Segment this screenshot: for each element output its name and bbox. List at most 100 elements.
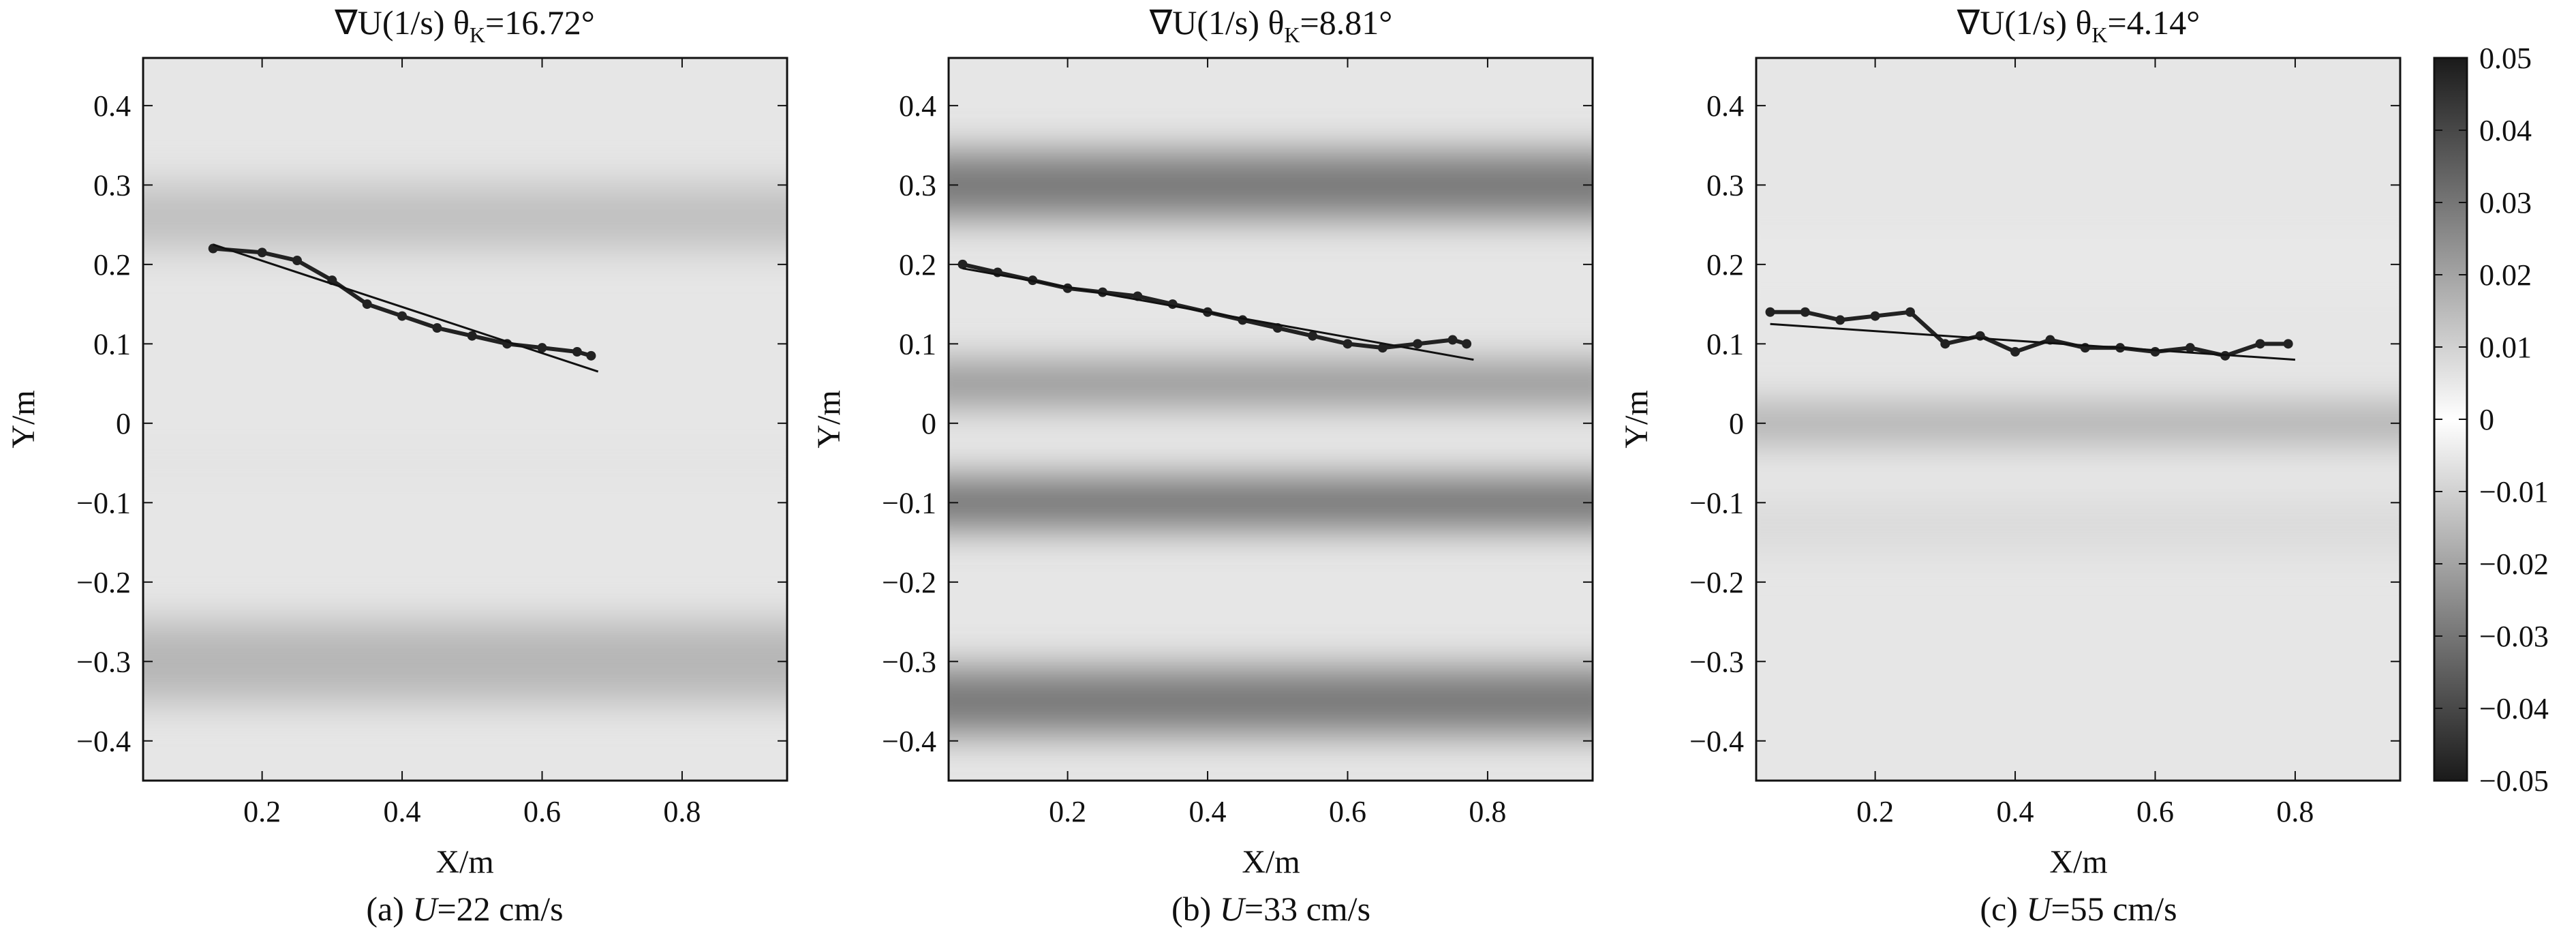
panel-b-ytick-label: −0.1	[882, 486, 936, 519]
panel-c-interface-point	[2150, 346, 2160, 357]
panel-b-ytick-label: 0.4	[899, 89, 936, 123]
panel-c-ylabel: Y/m	[1619, 390, 1655, 448]
panel-c-xlabel: X/m	[2049, 844, 2107, 880]
panel-a-ytick-label: −0.2	[76, 566, 131, 599]
panel-c-xtick-label: 0.4	[1997, 795, 2034, 828]
panel-c-band	[1756, 502, 2400, 551]
panel-a-plot-area	[143, 58, 787, 781]
colorbar-tick-label: 0.03	[2479, 186, 2532, 220]
panel-b-xlabel: X/m	[1242, 844, 1300, 880]
panel-c-ytick-label: 0.1	[1706, 327, 1744, 361]
panel-b-band	[949, 669, 1593, 734]
panel-b-ylabel: Y/m	[811, 390, 847, 448]
panel-a-interface-line	[213, 246, 592, 358]
panel-c-interface-point	[2283, 339, 2293, 349]
panel-c-interface-point	[1765, 307, 1775, 317]
panel-a: ∇U(1/s) θK=16.72° 0.2 0.4 0.6 0.80.40.30.20…	[5, 3, 788, 928]
panel-b-axes: 0.2 0.4 0.6 0.8 0.4 0.3 0.2 0.1 0 −0.1 −0.2 −0.3 −0.…	[882, 58, 1593, 828]
panel-b-xtick-label: 0.8	[1469, 795, 1506, 828]
colorbar-ticks: 0.05 0.04 0.03 0.02 0.01 0 −0.01 −0.02 −0.03 −0.0…	[2434, 42, 2549, 798]
panel-b-ytick-label: 0.2	[899, 248, 936, 282]
panel-c-ytick-label: 0.4	[1706, 89, 1744, 123]
panel-a-ytick-label: 0.3	[93, 168, 131, 202]
panel-b-xtick-label: 0.2	[1049, 795, 1086, 828]
panel-c-interface-point	[1870, 311, 1880, 321]
panel-a-interface-point	[397, 311, 408, 321]
panel-b-xtick-label: 0.6	[1329, 795, 1366, 828]
panel-c-interface-point	[2255, 339, 2265, 349]
panel-a-marks	[208, 243, 599, 373]
panel-c-ytick-label: 0.2	[1706, 248, 1744, 282]
panel-a-xtick-label: 0.8	[663, 795, 701, 828]
panel-a-interface-point	[572, 346, 582, 357]
panel-c-plot-area	[1756, 58, 2400, 781]
panel-c: ∇U(1/s) θK=4.14° 0.2 0.4 0.6 0.80.40.30.20.…	[1619, 3, 2402, 928]
panel-a-xtick-label: 0.4	[384, 795, 421, 828]
panel-b-frame	[947, 57, 1594, 782]
panel-a-xtick-label: 0.2	[243, 795, 281, 828]
panel-a-gradient-bands	[143, 185, 787, 702]
panel-b-interface-point	[1308, 331, 1318, 341]
panel-b-band	[949, 479, 1593, 527]
panel-a-ytick-label: 0.1	[93, 327, 131, 361]
panel-a-band	[143, 185, 787, 249]
panel-c-ytick-label: −0.1	[1689, 486, 1744, 519]
panel-b-fit-line	[962, 267, 1474, 361]
panel-c-gradient-bands	[1756, 232, 2400, 551]
panel-c-ytick-label: 0	[1729, 407, 1744, 440]
panel-c-marks	[1765, 307, 2296, 361]
panel-c-interface-point	[1940, 339, 1950, 349]
panel-b-gradient-bands	[949, 153, 1593, 734]
panel-c-ytick-label: −0.3	[1689, 645, 1744, 678]
colorbar-tick-label: 0.01	[2479, 331, 2532, 364]
colorbar-tick-label: 0	[2479, 403, 2494, 436]
panel-c-axes: 0.2 0.4 0.6 0.8 0.4 0.3 0.2 0.1 0 −0.1 −0.2 −0.3 −0.…	[1689, 58, 2400, 828]
panel-c-ytick-label: −0.4	[1689, 725, 1744, 758]
panel-b-ytick-label: 0.1	[899, 327, 936, 361]
panel-c-interface-point	[1835, 315, 1845, 325]
panel-a-ytick-label: −0.3	[76, 645, 131, 678]
panel-b-plot-area	[949, 58, 1593, 781]
panel-a-interface-point	[586, 350, 596, 361]
panel-c-interface-point	[1905, 307, 1915, 317]
panel-b-interface-point	[1447, 335, 1458, 345]
panel-a-xtick-label: 0.6	[523, 795, 561, 828]
panel-c-interface-point	[1800, 307, 1810, 317]
panel-c-xtick-label: 0.2	[1856, 795, 1894, 828]
colorbar-tick-label: 0.05	[2479, 42, 2532, 75]
panel-b-interface-point	[957, 259, 968, 269]
panel-b-marks	[957, 259, 1474, 361]
panel-a-interface-point	[257, 247, 267, 258]
panel-b-ytick-label: 0	[921, 407, 936, 440]
panel-b-interface-point	[1413, 339, 1423, 349]
panel-c-frame	[1755, 57, 2402, 782]
panel-c-interface-line	[1770, 310, 2288, 358]
panel-a-ytick-label: −0.4	[76, 725, 131, 758]
panel-b-band	[949, 153, 1593, 217]
colorbar-tick-label: −0.04	[2479, 692, 2549, 725]
panel-c-fit-line	[1770, 322, 2296, 361]
panel-a-interface-point	[467, 331, 477, 341]
panel-b-ytick-label: −0.3	[882, 645, 936, 678]
panel-b: ∇U(1/s) θK=8.81° 0.2 0.4 0.6 0.80.40.30.20.…	[811, 3, 1594, 928]
colorbar-tick-label: −0.01	[2479, 475, 2549, 509]
panel-a-band	[143, 439, 787, 487]
panel-b-band	[949, 363, 1593, 404]
panel-c-band	[1756, 232, 2400, 297]
panel-b-ytick-label: −0.2	[882, 566, 936, 599]
panel-b-xtick-label: 0.4	[1189, 795, 1227, 828]
panel-b-interface-point	[1462, 339, 1472, 349]
panel-a-ytick-label: 0.2	[93, 248, 131, 282]
panel-b-ytick-label: 0.3	[899, 168, 936, 202]
panel-a-frame	[142, 57, 788, 782]
panel-c-ytick-label: 0.3	[1706, 168, 1744, 202]
panel-a-title: ∇U(1/s) θK=16.72°	[334, 3, 594, 47]
panel-c-xtick-label: 0.6	[2136, 795, 2174, 828]
panel-b-caption: (b) U=33 cm/s	[1171, 890, 1370, 928]
panel-b-ytick-label: −0.4	[882, 725, 936, 758]
panel-c-caption: (c) U=55 cm/s	[1980, 890, 2177, 928]
panel-a-ytick-label: 0	[116, 407, 131, 440]
panel-b-interface-point	[1343, 339, 1353, 349]
panel-a-fit-line	[213, 243, 599, 373]
